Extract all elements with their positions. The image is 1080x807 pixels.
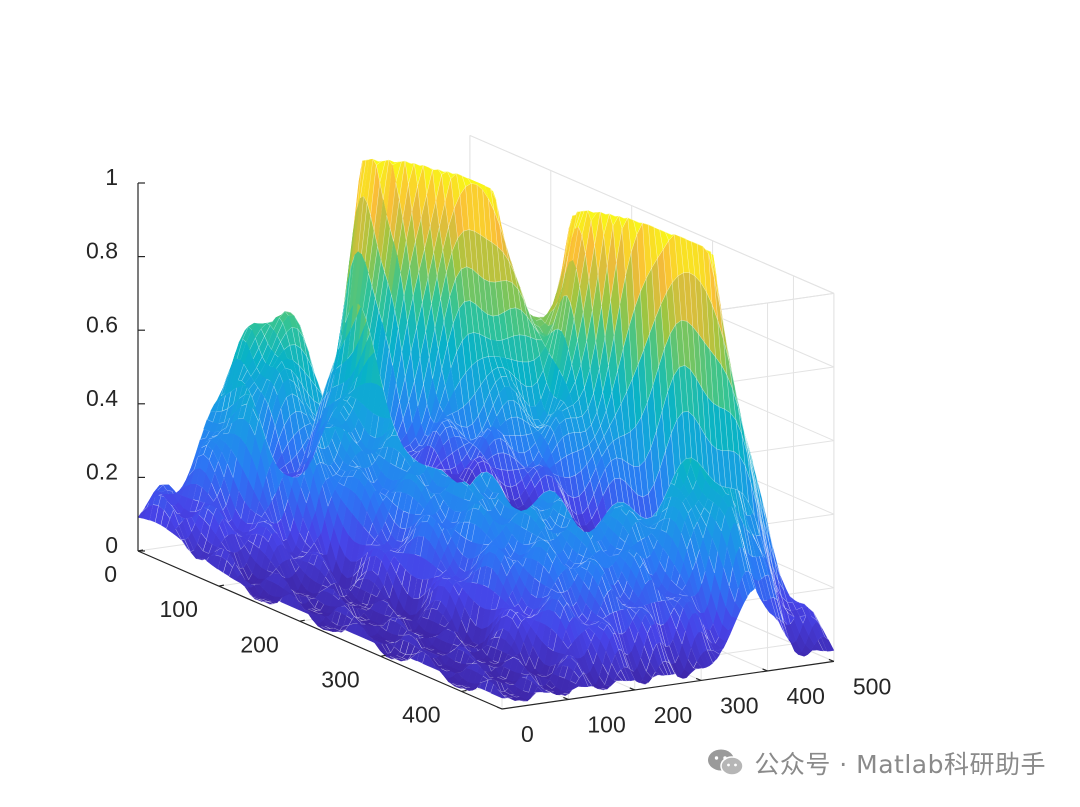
surface-plot [137, 158, 835, 702]
grid-line [469, 134, 835, 294]
